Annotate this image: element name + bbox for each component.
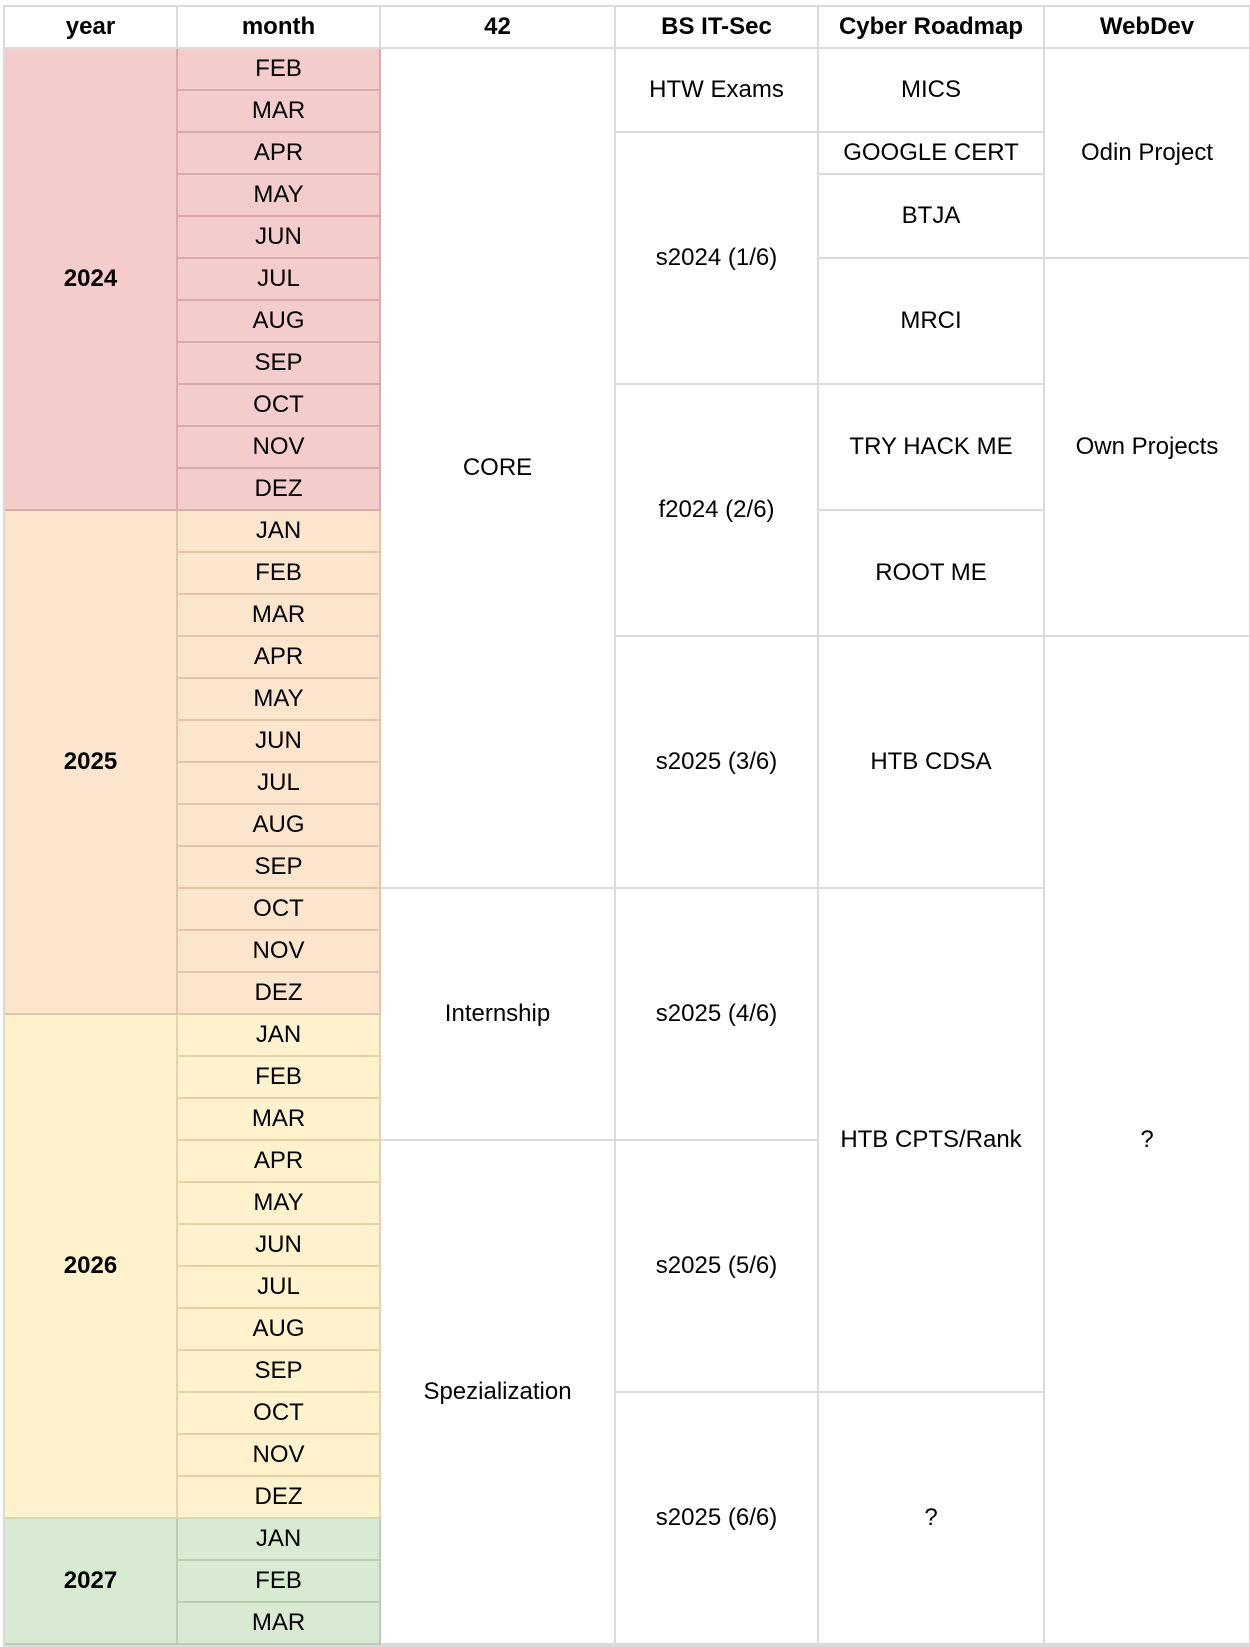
block-bs[interactable]: s2025 (6/6)	[616, 1393, 819, 1645]
header-1[interactable]: year	[5, 7, 178, 49]
header-6[interactable]: WebDev	[1045, 7, 1249, 49]
month-cell[interactable]: JUN	[178, 1225, 381, 1267]
month-cell[interactable]: JUN	[178, 721, 381, 763]
block-cyber[interactable]: TRY HACK ME	[819, 385, 1045, 511]
month-cell[interactable]: SEP	[178, 847, 381, 889]
month-cell[interactable]: APR	[178, 133, 381, 175]
block-webdev[interactable]: Odin Project	[1045, 49, 1249, 259]
month-cell[interactable]: FEB	[178, 1561, 381, 1603]
month-cell[interactable]: MAR	[178, 1099, 381, 1141]
block-bs[interactable]: f2024 (2/6)	[616, 385, 819, 637]
block-42[interactable]: Internship	[381, 889, 616, 1141]
year-cell[interactable]: 2027	[5, 1519, 178, 1645]
month-cell[interactable]: DEZ	[178, 973, 381, 1015]
month-cell[interactable]: FEB	[178, 1057, 381, 1099]
block-cyber[interactable]: ?	[819, 1393, 1045, 1645]
block-cyber[interactable]: HTB CPTS/Rank	[819, 889, 1045, 1393]
year-cell[interactable]: 2025	[5, 511, 178, 1015]
block-bs[interactable]: s2025 (3/6)	[616, 637, 819, 889]
header-2[interactable]: month	[178, 7, 381, 49]
block-cyber[interactable]: HTB CDSA	[819, 637, 1045, 889]
month-cell[interactable]: SEP	[178, 343, 381, 385]
roadmap-spreadsheet: year month 42 BS IT-Sec Cyber Roadmap WebDev 2…	[3, 5, 1250, 1647]
month-cell[interactable]: OCT	[178, 385, 381, 427]
block-cyber[interactable]: BTJA	[819, 175, 1045, 259]
header-4[interactable]: BS IT-Sec	[616, 7, 819, 49]
block-bs[interactable]: s2025 (5/6)	[616, 1141, 819, 1393]
month-cell[interactable]: APR	[178, 1141, 381, 1183]
block-42[interactable]: CORE	[381, 49, 616, 889]
month-cell[interactable]: AUG	[178, 1309, 381, 1351]
year-cell[interactable]: 2024	[5, 49, 178, 511]
month-cell[interactable]: MAY	[178, 679, 381, 721]
month-cell[interactable]: JUN	[178, 217, 381, 259]
month-cell[interactable]: MAR	[178, 91, 381, 133]
month-cell[interactable]: MAR	[178, 595, 381, 637]
month-cell[interactable]: OCT	[178, 1393, 381, 1435]
block-cyber[interactable]: MICS	[819, 49, 1045, 133]
month-cell[interactable]: NOV	[178, 931, 381, 973]
block-bs[interactable]: HTW Exams	[616, 49, 819, 133]
month-cell[interactable]: DEZ	[178, 469, 381, 511]
header-3[interactable]: 42	[381, 7, 616, 49]
block-42[interactable]: Spezialization	[381, 1141, 616, 1645]
block-cyber[interactable]: ROOT ME	[819, 511, 1045, 637]
month-cell[interactable]: JAN	[178, 1015, 381, 1057]
block-webdev[interactable]: Own Projects	[1045, 259, 1249, 637]
month-cell[interactable]: NOV	[178, 1435, 381, 1477]
block-cyber[interactable]: MRCI	[819, 259, 1045, 385]
month-cell[interactable]: FEB	[178, 49, 381, 91]
month-cell[interactable]: AUG	[178, 301, 381, 343]
month-cell[interactable]: SEP	[178, 1351, 381, 1393]
month-cell[interactable]: MAY	[178, 175, 381, 217]
month-cell[interactable]: APR	[178, 637, 381, 679]
month-cell[interactable]: MAR	[178, 1603, 381, 1645]
month-cell[interactable]: NOV	[178, 427, 381, 469]
month-cell[interactable]: OCT	[178, 889, 381, 931]
month-cell[interactable]: FEB	[178, 553, 381, 595]
block-bs[interactable]: s2025 (4/6)	[616, 889, 819, 1141]
header-5[interactable]: Cyber Roadmap	[819, 7, 1045, 49]
month-cell[interactable]: DEZ	[178, 1477, 381, 1519]
block-cyber[interactable]: GOOGLE CERT	[819, 133, 1045, 175]
month-cell[interactable]: JUL	[178, 763, 381, 805]
month-cell[interactable]: JAN	[178, 511, 381, 553]
month-cell[interactable]: JAN	[178, 1519, 381, 1561]
month-cell[interactable]: AUG	[178, 805, 381, 847]
month-cell[interactable]: JUL	[178, 259, 381, 301]
year-cell[interactable]: 2026	[5, 1015, 178, 1519]
month-cell[interactable]: MAY	[178, 1183, 381, 1225]
block-bs[interactable]: s2024 (1/6)	[616, 133, 819, 385]
block-webdev[interactable]: ?	[1045, 637, 1249, 1645]
month-cell[interactable]: JUL	[178, 1267, 381, 1309]
